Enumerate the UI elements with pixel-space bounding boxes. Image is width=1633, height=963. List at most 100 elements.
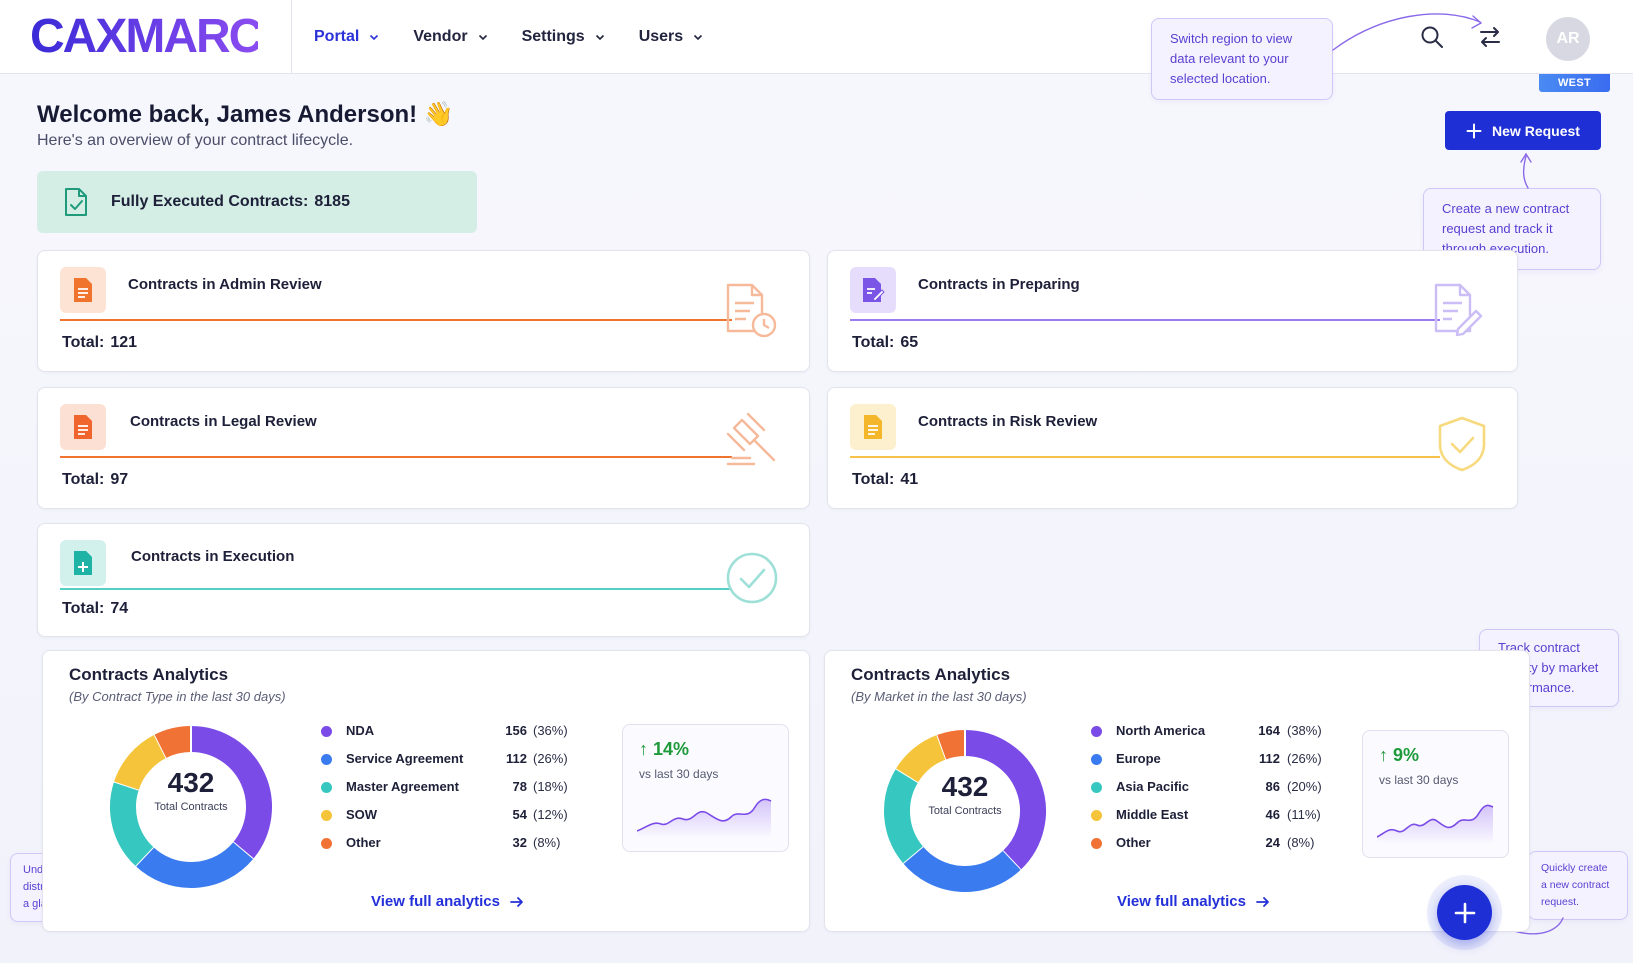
- document-icon: [74, 278, 92, 302]
- card-divider: [850, 456, 1440, 458]
- nav-settings[interactable]: Settings: [522, 28, 605, 46]
- card-execution[interactable]: Contracts in Execution Total: 74: [37, 523, 810, 637]
- total-label: Total:: [62, 600, 105, 617]
- analytics-by-type: Contracts Analytics (By Contract Type in…: [42, 650, 810, 932]
- view-full-analytics-label: View full analytics: [371, 893, 500, 910]
- legend-count: 32: [512, 835, 527, 850]
- document-icon: [74, 415, 92, 439]
- donut-slice-nda[interactable]: [190, 726, 272, 860]
- shield-check-icon: [1438, 416, 1486, 472]
- card-title: Contracts in Preparing: [918, 276, 1080, 293]
- trend-value: ↑ 14%: [639, 739, 689, 760]
- total-label: Total:: [852, 471, 895, 488]
- card-title: Contracts in Risk Review: [918, 413, 1098, 430]
- document-edit-icon: [1434, 283, 1483, 337]
- card-admin-review[interactable]: Contracts in Admin Review Total: 121: [37, 250, 810, 372]
- nav-vendor[interactable]: Vendor: [413, 28, 487, 46]
- nav-portal[interactable]: Portal: [314, 28, 379, 46]
- card-total: Total: 41: [852, 471, 918, 489]
- check-circle-icon: [726, 552, 778, 604]
- donut-slice-sow[interactable]: [114, 734, 167, 791]
- avatar[interactable]: AR: [1546, 17, 1590, 61]
- legend-count: 164: [1258, 723, 1280, 738]
- legend-dot: [1091, 726, 1102, 737]
- card-total: Total: 121: [62, 334, 137, 352]
- fully-executed-banner[interactable]: Fully Executed Contracts: 8185: [37, 171, 477, 233]
- legend-name: Middle East: [1116, 807, 1189, 822]
- donut-slice-north-america[interactable]: [964, 730, 1046, 870]
- donut-slice-master-agreement[interactable]: [110, 781, 154, 866]
- donut-slice-europe[interactable]: [902, 845, 1021, 892]
- legend-item: SOW 54 (12%): [321, 807, 591, 835]
- card-total: Total: 65: [852, 334, 918, 352]
- donut-slice-other[interactable]: [937, 730, 966, 760]
- trend-card: ↑ 9% vs last 30 days: [1362, 730, 1509, 858]
- region-badge[interactable]: WEST: [1539, 74, 1610, 92]
- legend-count: 24: [1265, 835, 1280, 850]
- donut-center: 432 Total Contracts: [910, 771, 1020, 817]
- document-check-icon: [65, 188, 87, 216]
- donut-separator: [113, 780, 140, 791]
- donut-slice-asia-pacific[interactable]: [884, 768, 924, 864]
- legend-pct: (26%): [1287, 751, 1322, 766]
- legend-name: Europe: [1116, 751, 1161, 766]
- analytics-title: Contracts Analytics: [851, 665, 1011, 684]
- view-full-analytics-link[interactable]: View full analytics: [1117, 893, 1270, 910]
- donut-center: 432 Total Contracts: [136, 767, 246, 813]
- card-legal-review[interactable]: Contracts in Legal Review Total: 97: [37, 387, 810, 509]
- new-request-arrow-head: [1520, 152, 1532, 163]
- legend-count: 112: [506, 751, 527, 766]
- card-icon-box: [850, 404, 896, 450]
- chevron-down-icon: [694, 34, 703, 41]
- trend-percent: 14%: [653, 739, 690, 759]
- card-title: Contracts in Legal Review: [130, 413, 317, 430]
- legend-pct: (38%): [1287, 723, 1322, 738]
- legend-pct: (8%): [1287, 835, 1315, 850]
- chevron-down-icon: [370, 34, 379, 41]
- donut-slice-other[interactable]: [154, 726, 192, 759]
- legend-count: 78: [512, 779, 527, 794]
- card-risk-review[interactable]: Contracts in Risk Review Total: 41: [827, 387, 1518, 509]
- fully-executed-label: Fully Executed Contracts:: [111, 193, 309, 210]
- legend-pct: (20%): [1287, 779, 1322, 794]
- total-value: 41: [900, 471, 919, 488]
- search-icon[interactable]: [1419, 24, 1445, 50]
- card-icon-box: [60, 540, 106, 586]
- page-subtitle: Here's an overview of your contract life…: [37, 132, 354, 149]
- legend-dot: [1091, 810, 1102, 821]
- donut-slice-service-agreement[interactable]: [135, 841, 254, 888]
- card-icon-box: [60, 267, 106, 313]
- legend-name: Other: [1116, 835, 1151, 850]
- legend-dot: [321, 754, 332, 765]
- switch-region-icon[interactable]: [1477, 24, 1503, 50]
- legend-count: 156: [505, 723, 527, 738]
- main-nav: Portal Vendor Settings Users: [314, 0, 737, 74]
- legend-item: Service Agreement 112 (26%): [321, 751, 591, 779]
- nav-users[interactable]: Users: [639, 28, 703, 46]
- legend-item: North America 164 (38%): [1091, 723, 1361, 751]
- donut-caption: Total Contracts: [928, 805, 1002, 817]
- card-title: Contracts in Admin Review: [128, 276, 322, 293]
- view-full-analytics-link[interactable]: View full analytics: [371, 893, 524, 910]
- legend-pct: (36%): [533, 723, 568, 738]
- analytics-title: Contracts Analytics: [69, 665, 229, 684]
- legend-name: SOW: [346, 807, 378, 822]
- donut-chart: [884, 730, 1046, 892]
- document-icon: [864, 415, 882, 439]
- quick-create-fab[interactable]: [1437, 885, 1492, 940]
- header-divider: [291, 0, 292, 74]
- legend-item: Other 32 (8%): [321, 835, 591, 863]
- region-callout: Switch region to view data relevant to y…: [1151, 18, 1333, 100]
- legend-name: Service Agreement: [346, 751, 464, 766]
- legend-pct: (8%): [533, 835, 561, 850]
- donut-chart: [110, 726, 272, 888]
- legend-name: NDA: [346, 723, 375, 738]
- total-value: 121: [110, 334, 138, 351]
- donut-slice-middle-east[interactable]: [896, 734, 947, 783]
- caxmarc-logo[interactable]: CAXMARC: [30, 10, 263, 63]
- legend-dot: [1091, 838, 1102, 849]
- card-title: Contracts in Execution: [131, 548, 295, 565]
- new-request-button[interactable]: New Request: [1445, 111, 1601, 150]
- card-preparing[interactable]: Contracts in Preparing Total: 65: [827, 250, 1518, 372]
- new-request-label: New Request: [1492, 122, 1580, 139]
